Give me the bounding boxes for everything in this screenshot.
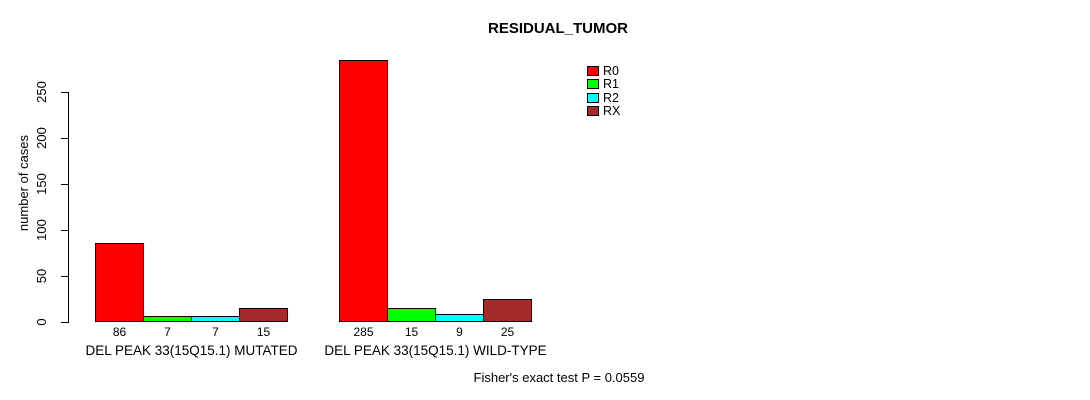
y-axis-line (68, 92, 69, 323)
legend-label-rx: RX (603, 104, 621, 118)
fisher-test-caption: Fisher's exact test P = 0.0559 (473, 370, 645, 385)
bar-r0-group1 (95, 243, 144, 322)
bar-value-label: 7 (164, 325, 171, 339)
x-category-label: DEL PEAK 33(15Q15.1) WILD-TYPE (324, 343, 547, 358)
bar-rx-group2 (483, 299, 532, 322)
legend-swatch-r1 (587, 79, 599, 89)
bar-r1-group1 (143, 316, 192, 322)
y-axis-tick (61, 184, 68, 185)
y-tick-label: 150 (33, 173, 49, 195)
y-tick-label: 250 (33, 81, 49, 103)
chart-title: RESIDUAL_TUMOR (487, 20, 629, 37)
bar-value-label: 15 (404, 325, 419, 339)
y-axis-tick (61, 276, 68, 277)
y-axis-tick (61, 92, 68, 93)
bar-r0-group2 (339, 60, 388, 322)
bar-r2-group1 (191, 316, 240, 322)
bar-value-label: 9 (456, 325, 463, 339)
bar-rx-group1 (239, 308, 288, 322)
y-tick-label: 100 (33, 219, 49, 241)
legend-swatch-rx (587, 106, 599, 116)
bar-r2-group2 (435, 314, 484, 322)
legend-label-r0: R0 (603, 64, 619, 78)
bar-value-label: 25 (500, 325, 515, 339)
bar-r1-group2 (387, 308, 436, 322)
bar-value-label: 285 (353, 325, 374, 339)
legend-swatch-r0 (587, 66, 599, 76)
y-axis-tick (61, 322, 68, 323)
legend-label-r2: R2 (603, 91, 619, 105)
y-tick-label: 50 (33, 268, 49, 284)
bar-value-label: 86 (112, 325, 127, 339)
legend-label-r1: R1 (603, 77, 619, 91)
y-tick-label: 200 (33, 127, 49, 149)
bar-value-label: 15 (256, 325, 271, 339)
y-axis-tick (61, 230, 68, 231)
legend-swatch-r2 (587, 93, 599, 103)
y-axis-tick (61, 138, 68, 139)
x-category-label: DEL PEAK 33(15Q15.1) MUTATED (85, 343, 298, 358)
y-tick-label: 0 (33, 318, 49, 326)
y-axis-label: number of cases (15, 134, 31, 232)
bar-value-label: 7 (212, 325, 219, 339)
